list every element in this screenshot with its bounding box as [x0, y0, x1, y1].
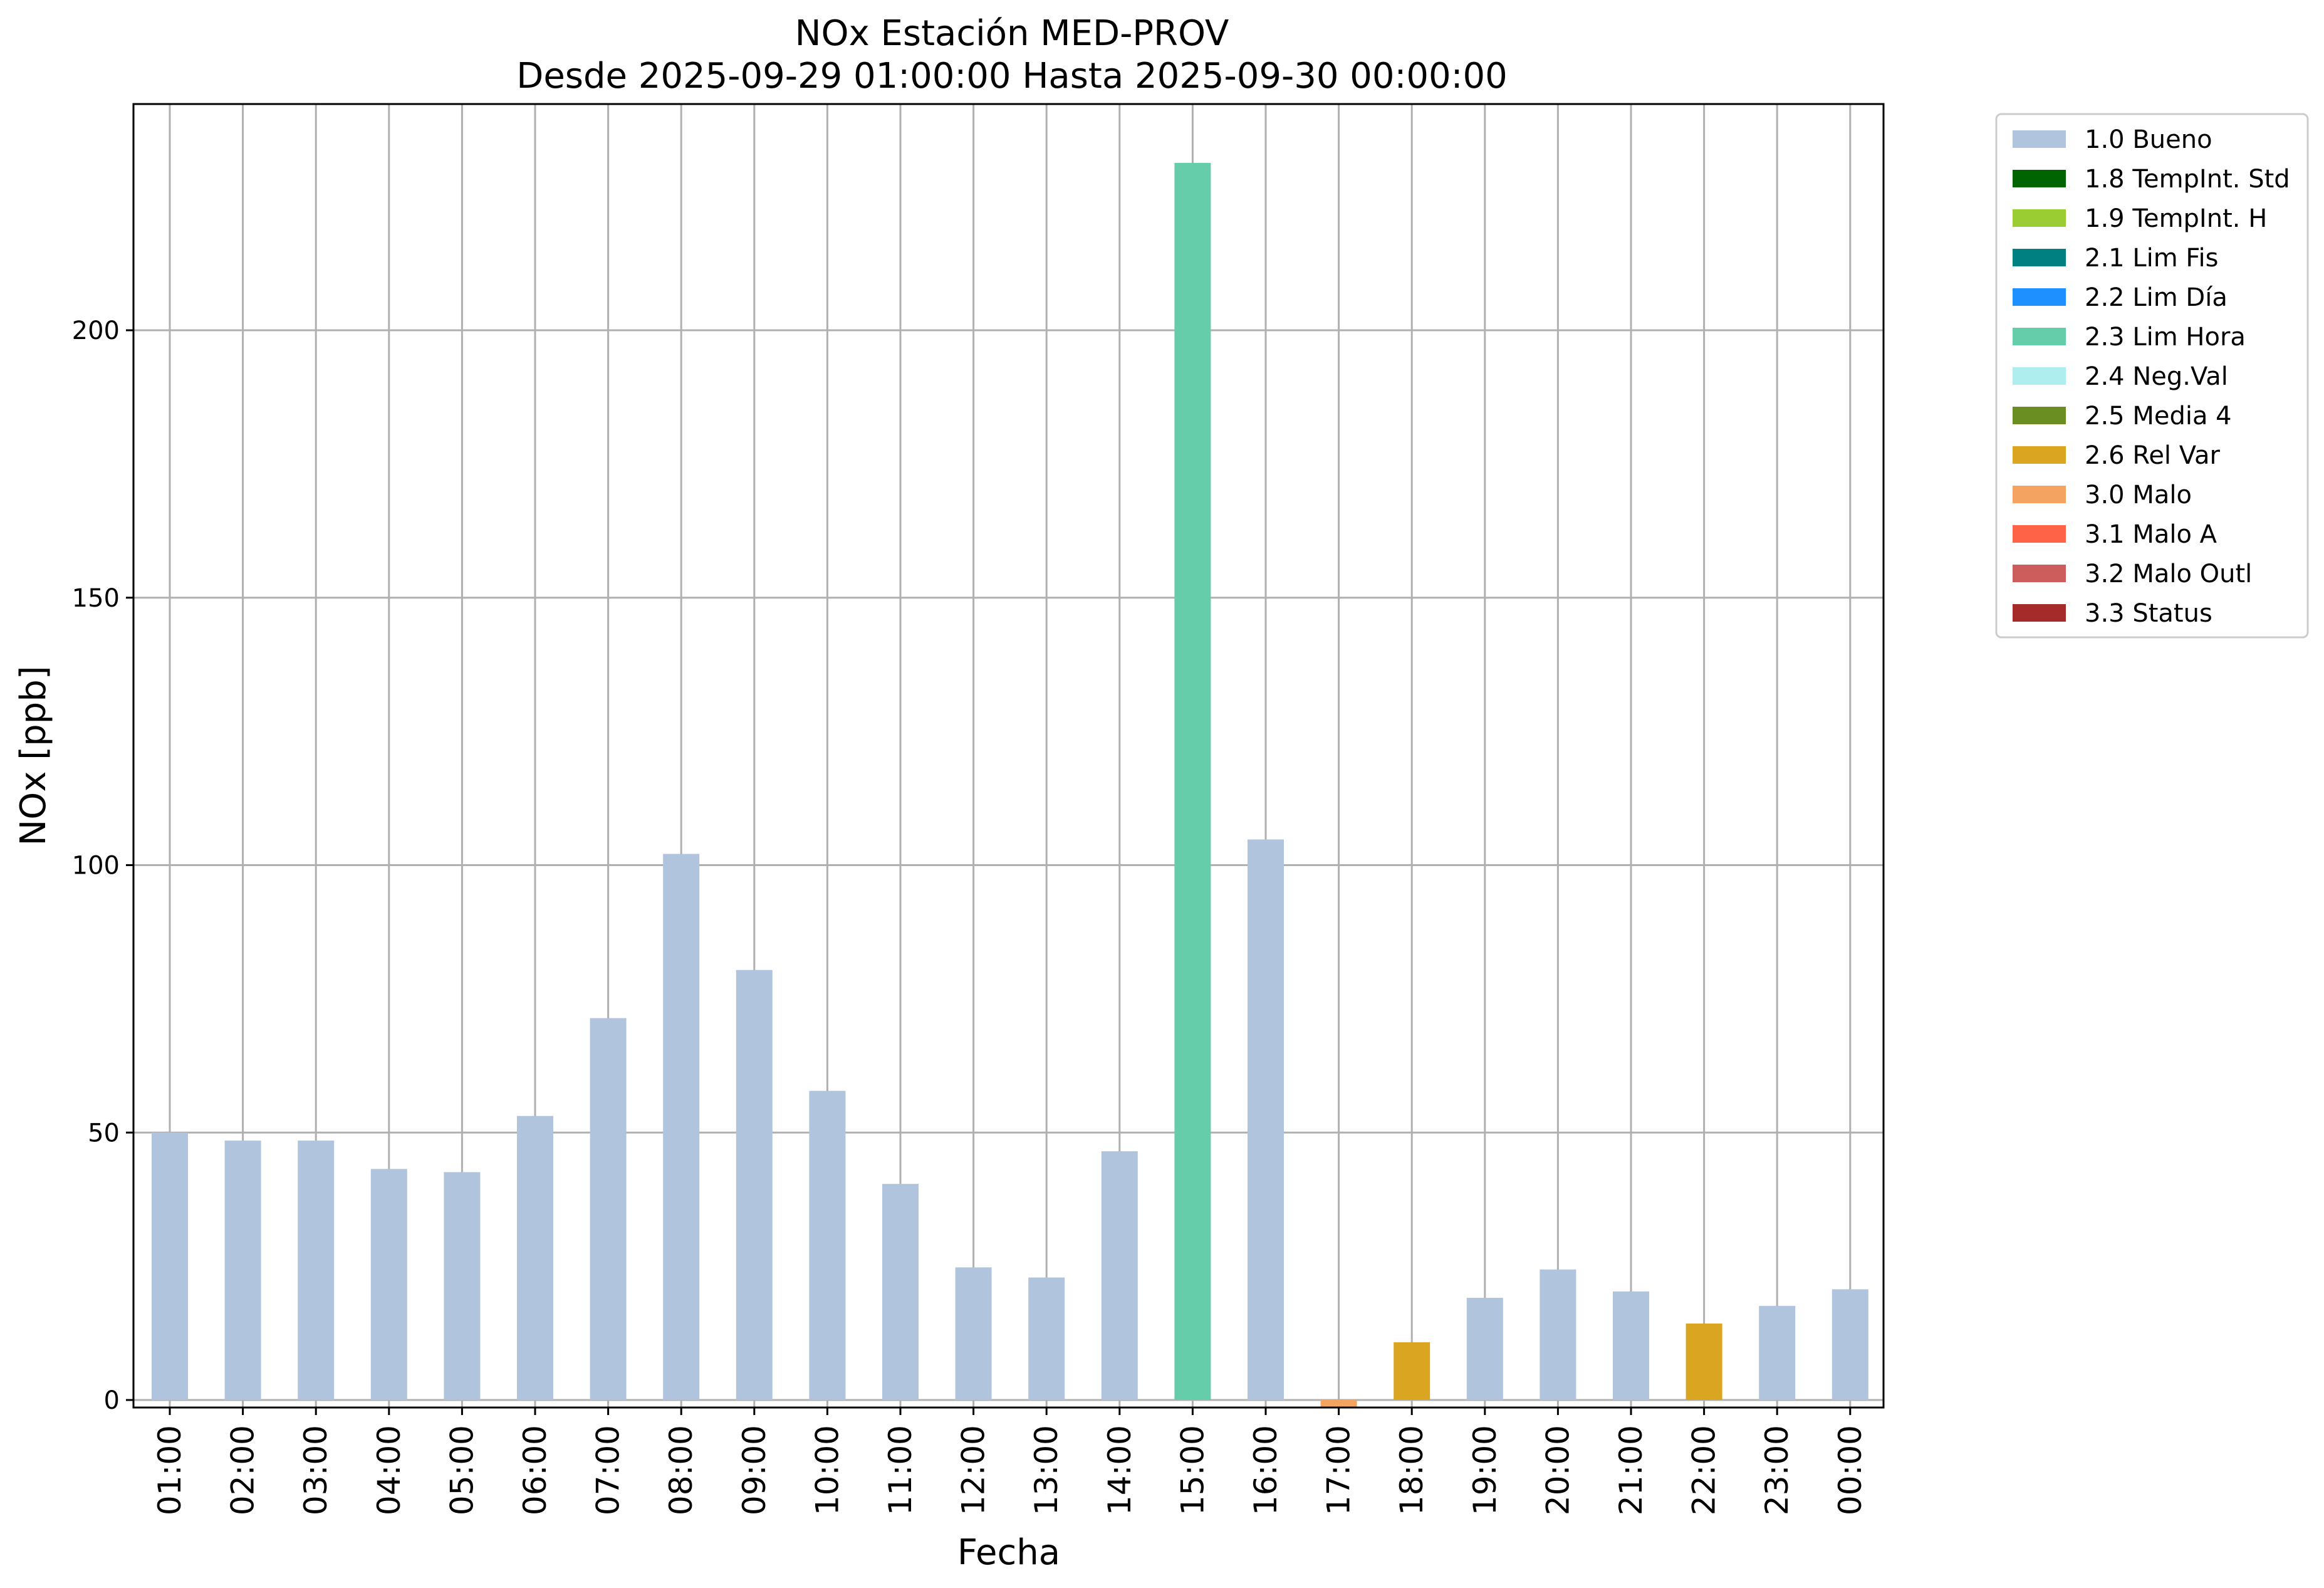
legend-label: 2.3 Lim Hora: [2085, 323, 2246, 352]
bar-0900: [736, 969, 773, 1400]
legend-label: 1.8 TempInt. Std: [2085, 165, 2290, 194]
x-tick-label: 21:00: [1613, 1425, 1649, 1515]
bar-1000: [809, 1090, 846, 1400]
x-tick-label: 17:00: [1321, 1425, 1357, 1515]
x-tick-label: 00:00: [1832, 1425, 1868, 1515]
y-tick-label: 200: [72, 316, 120, 345]
legend-label: 2.5 Media 4: [2085, 402, 2232, 431]
legend-label: 2.2 Lim Día: [2085, 283, 2228, 312]
legend-swatch: [2013, 249, 2066, 266]
legend-swatch: [2013, 407, 2066, 424]
y-tick-label: 150: [72, 584, 120, 613]
bars-group: [152, 162, 1868, 1408]
legend-swatch: [2013, 209, 2066, 227]
legend-swatch: [2013, 604, 2066, 622]
bar-1700: [1320, 1400, 1357, 1408]
x-tick-label: 04:00: [371, 1425, 407, 1515]
x-tick-label: 03:00: [298, 1425, 334, 1515]
legend-label: 1.9 TempInt. H: [2085, 204, 2267, 233]
bar-1200: [955, 1267, 992, 1400]
x-tick-label: 12:00: [956, 1425, 992, 1515]
y-tick-label: 100: [72, 852, 120, 880]
bar-0300: [298, 1141, 335, 1400]
x-tick-label: 07:00: [590, 1425, 627, 1515]
legend-label: 3.1 Malo A: [2085, 520, 2217, 549]
legend-label: 2.4 Neg.Val: [2085, 362, 2228, 391]
x-tick-label: 18:00: [1394, 1425, 1430, 1515]
x-tick-label: 13:00: [1028, 1425, 1065, 1515]
x-tick-label: 08:00: [663, 1425, 699, 1515]
bar-0400: [370, 1169, 407, 1400]
legend: 1.0 Bueno 1.8 TempInt. Std 1.9 TempInt. H 2…: [1995, 113, 2309, 639]
chart-title: NOx Estación MED-PROV: [795, 13, 1229, 54]
chart-subtitle: Desde 2025-09-29 01:00:00 Hasta 2025-09-…: [516, 56, 1508, 97]
x-tick-label: 22:00: [1686, 1425, 1722, 1515]
bar-2000: [1540, 1269, 1576, 1400]
bar-2100: [1613, 1291, 1649, 1400]
legend-swatch: [2013, 565, 2066, 582]
legend-label: 2.1 Lim Fis: [2085, 244, 2218, 273]
legend-swatch: [2013, 367, 2066, 385]
x-tick-label: 09:00: [736, 1425, 773, 1515]
bar-1900: [1466, 1297, 1503, 1400]
bar-1600: [1248, 839, 1284, 1400]
legend-swatch: [2013, 130, 2066, 148]
y-tick-label: 50: [88, 1119, 120, 1147]
bar-1500: [1174, 162, 1211, 1400]
bar-1400: [1101, 1151, 1138, 1400]
bar-0500: [444, 1172, 481, 1400]
bar-2200: [1686, 1323, 1722, 1400]
bar-0000: [1832, 1289, 1868, 1400]
x-tick-label: 19:00: [1467, 1425, 1503, 1515]
x-axis-title: Fecha: [957, 1532, 1060, 1573]
y-tick-label: 0: [104, 1386, 120, 1415]
x-tick-label: 14:00: [1102, 1425, 1138, 1515]
x-tick-label: 15:00: [1174, 1425, 1211, 1515]
x-tick-label: 16:00: [1248, 1425, 1284, 1515]
x-tick-label: 06:00: [517, 1425, 553, 1515]
bar-1300: [1028, 1277, 1065, 1400]
x-tick-label: 23:00: [1759, 1425, 1795, 1515]
legend-label: 2.6 Rel Var: [2085, 441, 2221, 470]
x-tick-label: 10:00: [809, 1425, 845, 1515]
x-axis-ticks: 01:00 02:00 03:00 04:00 05:00 06:00 07:00 08:00…: [152, 1408, 1868, 1515]
bar-2300: [1759, 1305, 1796, 1400]
bar-1100: [882, 1184, 919, 1400]
bar-0700: [590, 1018, 627, 1400]
y-axis-ticks: 0 50 100 150 200: [72, 316, 133, 1415]
x-tick-label: 02:00: [225, 1425, 261, 1515]
legend-swatch: [2013, 525, 2066, 543]
legend-frame: [1995, 113, 2309, 639]
legend-label: 3.0 Malo: [2085, 481, 2192, 509]
x-tick-label: 11:00: [882, 1425, 919, 1515]
legend-label: 3.2 Malo Outl: [2085, 560, 2252, 588]
legend-label: 3.3 Status: [2085, 599, 2212, 628]
bar-0800: [663, 854, 700, 1400]
bar-1800: [1394, 1342, 1430, 1400]
x-tick-label: 01:00: [152, 1425, 188, 1515]
legend-swatch: [2013, 328, 2066, 345]
legend-swatch: [2013, 486, 2066, 503]
legend-swatch: [2013, 288, 2066, 306]
bar-0200: [224, 1141, 261, 1400]
bar-0100: [152, 1132, 188, 1400]
x-tick-label: 05:00: [444, 1425, 480, 1515]
legend-label: 1.0 Bueno: [2085, 125, 2212, 154]
legend-swatch: [2013, 446, 2066, 464]
bar-0600: [517, 1115, 553, 1400]
y-axis-title: NOx [ppb]: [13, 666, 54, 845]
legend-swatch: [2013, 170, 2066, 187]
plot-frame: [132, 103, 1885, 1409]
x-tick-label: 20:00: [1540, 1425, 1576, 1515]
